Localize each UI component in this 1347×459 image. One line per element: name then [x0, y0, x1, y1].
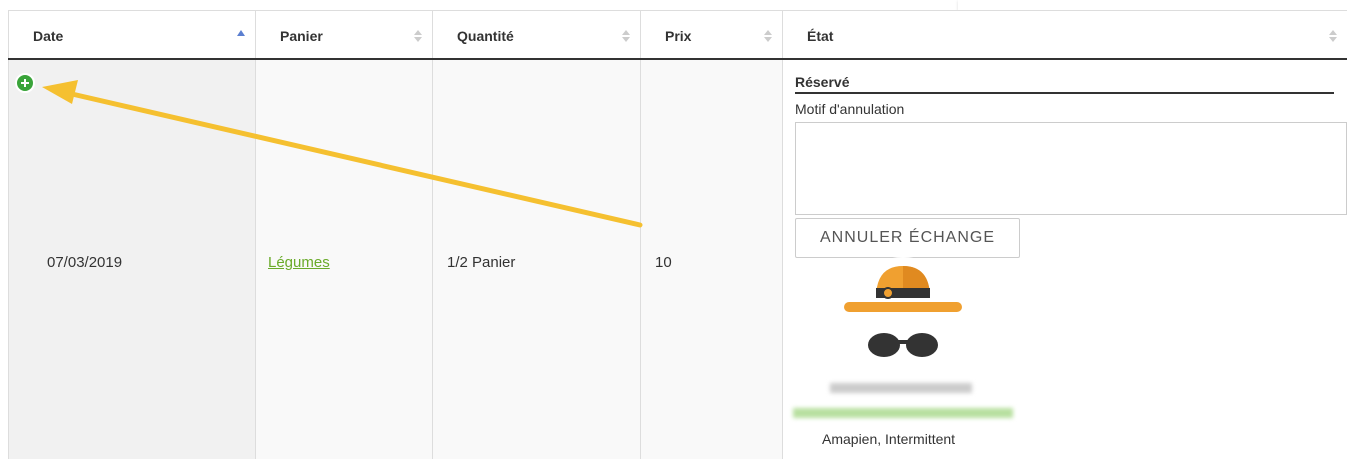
motif-textarea[interactable] — [795, 122, 1347, 215]
header-border — [8, 58, 1347, 60]
expand-icon[interactable] — [14, 72, 36, 94]
blurred-email — [793, 408, 1013, 418]
sort-icon — [237, 30, 245, 36]
header-text: État — [807, 28, 834, 44]
prix: 10 — [655, 254, 672, 271]
header-text: Panier — [280, 28, 323, 44]
cancel-button[interactable]: ANNULER ÉCHANGE — [795, 218, 1020, 258]
header-date[interactable]: Date — [8, 10, 255, 58]
header-quantite[interactable]: Quantité — [432, 10, 640, 58]
blurred-name — [830, 383, 972, 393]
sort-icon — [764, 30, 772, 42]
header-text: Prix — [665, 28, 692, 44]
cell-prix — [640, 60, 782, 459]
roles: Amapien, Intermittent — [822, 431, 956, 447]
header-panier[interactable]: Panier — [255, 10, 432, 58]
header-etat[interactable]: État — [782, 10, 1347, 58]
avatar — [844, 257, 962, 373]
quantite: 1/2 Panier — [447, 254, 516, 271]
header-text: Date — [33, 28, 64, 44]
sort-icon — [414, 30, 422, 42]
sort-icon — [1329, 30, 1337, 42]
cell-date — [8, 60, 255, 459]
header-text: Quantité — [457, 28, 514, 44]
motif-label: Motif d'annulation — [795, 101, 905, 117]
sort-icon — [622, 30, 630, 42]
status: Réservé — [795, 74, 1334, 94]
panier-link[interactable]: Légumes — [268, 254, 330, 271]
header-prix[interactable]: Prix — [640, 10, 782, 58]
date: 07/03/2019 — [47, 254, 123, 271]
